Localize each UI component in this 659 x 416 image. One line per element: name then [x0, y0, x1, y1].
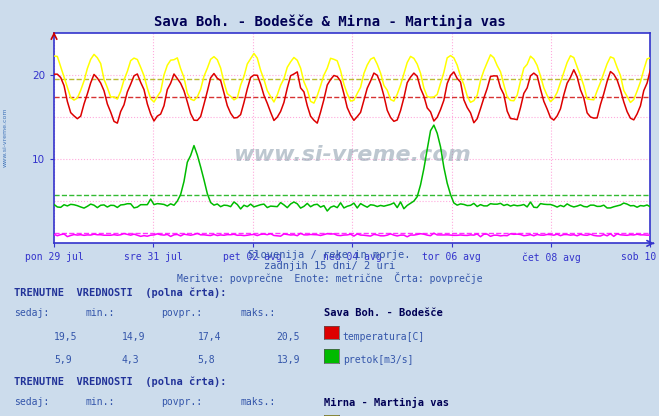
Text: TRENUTNE  VREDNOSTI  (polna črta):: TRENUTNE VREDNOSTI (polna črta): [14, 377, 227, 387]
Text: min.:: min.: [86, 308, 115, 318]
Text: Mirna - Martinja vas: Mirna - Martinja vas [324, 397, 449, 408]
Text: sedaj:: sedaj: [14, 397, 49, 407]
Text: 5,9: 5,9 [54, 355, 72, 365]
Text: pretok[m3/s]: pretok[m3/s] [343, 355, 413, 365]
Text: TRENUTNE  VREDNOSTI  (polna črta):: TRENUTNE VREDNOSTI (polna črta): [14, 288, 227, 298]
Text: 14,9: 14,9 [122, 332, 146, 342]
Text: Slovenija / reke in morje.: Slovenija / reke in morje. [248, 250, 411, 260]
Text: 17,4: 17,4 [198, 332, 221, 342]
Text: 5,8: 5,8 [198, 355, 215, 365]
Text: min.:: min.: [86, 397, 115, 407]
Text: povpr.:: povpr.: [161, 308, 202, 318]
Text: povpr.:: povpr.: [161, 397, 202, 407]
Text: Sava Boh. - Bodešče: Sava Boh. - Bodešče [324, 308, 443, 318]
Text: 4,3: 4,3 [122, 355, 140, 365]
Text: www.si-vreme.com: www.si-vreme.com [3, 107, 8, 167]
Text: sedaj:: sedaj: [14, 308, 49, 318]
Text: maks.:: maks.: [241, 397, 275, 407]
Text: 20,5: 20,5 [277, 332, 301, 342]
Text: www.si-vreme.com: www.si-vreme.com [233, 145, 471, 165]
Text: Meritve: povprečne  Enote: metrične  Črta: povprečje: Meritve: povprečne Enote: metrične Črta:… [177, 272, 482, 284]
Text: Sava Boh. - Bodešče & Mirna - Martinja vas: Sava Boh. - Bodešče & Mirna - Martinja v… [154, 15, 505, 29]
Text: 19,5: 19,5 [54, 332, 78, 342]
Text: 13,9: 13,9 [277, 355, 301, 365]
Text: maks.:: maks.: [241, 308, 275, 318]
Text: temperatura[C]: temperatura[C] [343, 332, 425, 342]
Text: zadnjih 15 dni/ 2 uri: zadnjih 15 dni/ 2 uri [264, 261, 395, 271]
